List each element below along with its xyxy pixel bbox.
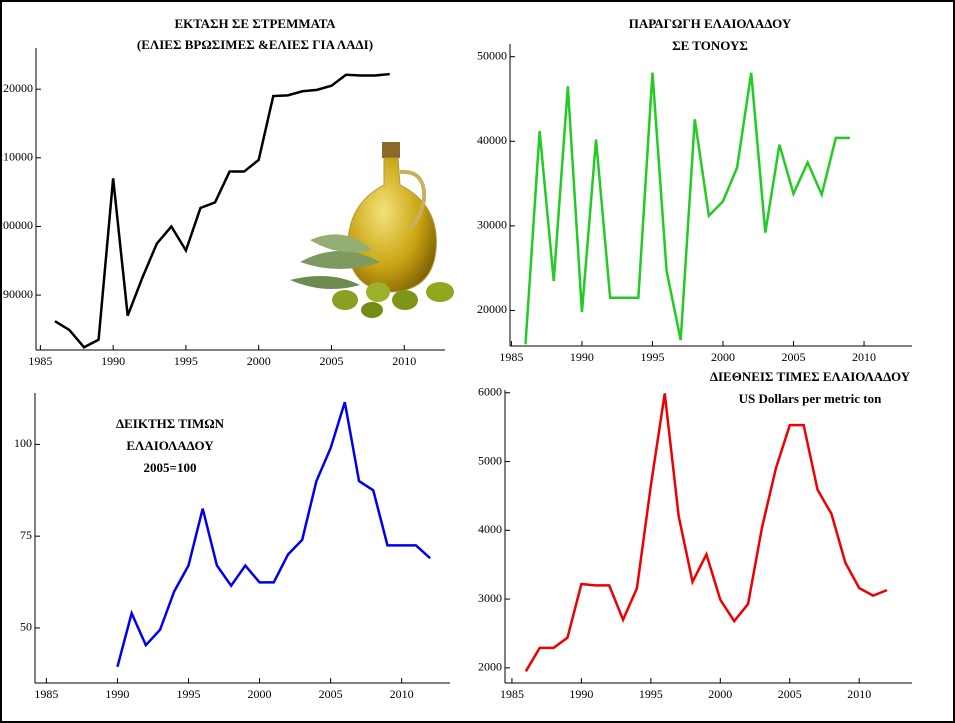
chart-title: ΣΕ ΤΟΝΟΥΣ: [672, 38, 748, 53]
x-tick-label: 2010: [392, 354, 416, 368]
olive-oil-illustration: [290, 142, 454, 318]
y-tick-label: 200000: [0, 218, 33, 232]
chart-title: ΕΚΤΑΣΗ ΣΕ ΣΤΡΕΜΜΑΤΑ: [174, 16, 336, 31]
y-tick-label: 5000: [478, 453, 502, 467]
y-tick-label: 6000: [478, 385, 502, 399]
y-tick-label: 190000: [0, 287, 33, 301]
x-tick-label: 2010: [847, 687, 871, 701]
y-tick-label: 100: [14, 436, 32, 450]
x-tick-label: 1995: [176, 687, 200, 701]
x-tick-label: 1985: [28, 354, 52, 368]
y-tick-label: 4000: [478, 522, 502, 536]
y-tick-label: 220000: [0, 81, 33, 95]
x-tick-label: 1990: [569, 687, 593, 701]
x-tick-label: 2005: [319, 354, 343, 368]
x-tick-label: 1985: [499, 350, 523, 364]
x-tick-label: 2000: [247, 354, 271, 368]
x-tick-label: 2010: [852, 350, 876, 364]
y-tick-label: 40000: [477, 133, 507, 147]
y-tick-label: 2000: [478, 660, 502, 674]
x-tick-label: 1985: [500, 687, 524, 701]
x-tick-label: 1990: [570, 350, 594, 364]
x-tick-label: 1995: [640, 350, 664, 364]
data-line: [524, 393, 888, 672]
y-tick-label: 75: [20, 528, 32, 542]
x-tick-label: 2010: [390, 687, 414, 701]
chart-title: ΔΕΙΚΤΗΣ ΤΙΜΩΝ: [116, 416, 225, 431]
chart-title: ΕΛΑΙΟΛΑΔΟΥ: [126, 438, 214, 453]
chart-title: US Dollars per metric ton: [739, 391, 883, 406]
data-line: [116, 401, 431, 668]
data-line: [524, 72, 850, 345]
x-tick-label: 2005: [319, 687, 343, 701]
x-tick-label: 1990: [105, 687, 129, 701]
x-tick-label: 1995: [639, 687, 663, 701]
x-tick-label: 1985: [34, 687, 58, 701]
x-tick-label: 1995: [174, 354, 198, 368]
y-tick-label: 3000: [478, 591, 502, 605]
chart-title: (ΕΛΙΕΣ ΒΡΩΣΙΜΕΣ &ΕΛΙΕΣ ΓΙΑ ΛΑΔΙ): [137, 37, 373, 52]
y-tick-label: 20000: [477, 302, 507, 316]
chart-title: ΔΙΕΘΝΕΙΣ ΤΙΜΕΣ ΕΛΑΙΟΛΑΔΟΥ: [710, 369, 911, 384]
chart-title: 2005=100: [144, 460, 197, 475]
x-tick-label: 2005: [782, 350, 806, 364]
y-tick-label: 30000: [477, 218, 507, 232]
x-tick-label: 2000: [248, 687, 272, 701]
y-tick-label: 50: [20, 620, 32, 634]
x-tick-label: 2000: [711, 350, 735, 364]
y-tick-label: 210000: [0, 150, 33, 164]
chart-title: ΠΑΡΑΓΩΓΗ ΕΛΑΙΟΛΑΔΟΥ: [629, 16, 792, 31]
x-tick-label: 2005: [778, 687, 802, 701]
data-line: [54, 72, 390, 349]
y-tick-label: 50000: [477, 48, 507, 62]
x-tick-label: 1990: [101, 354, 125, 368]
x-tick-label: 2000: [708, 687, 732, 701]
